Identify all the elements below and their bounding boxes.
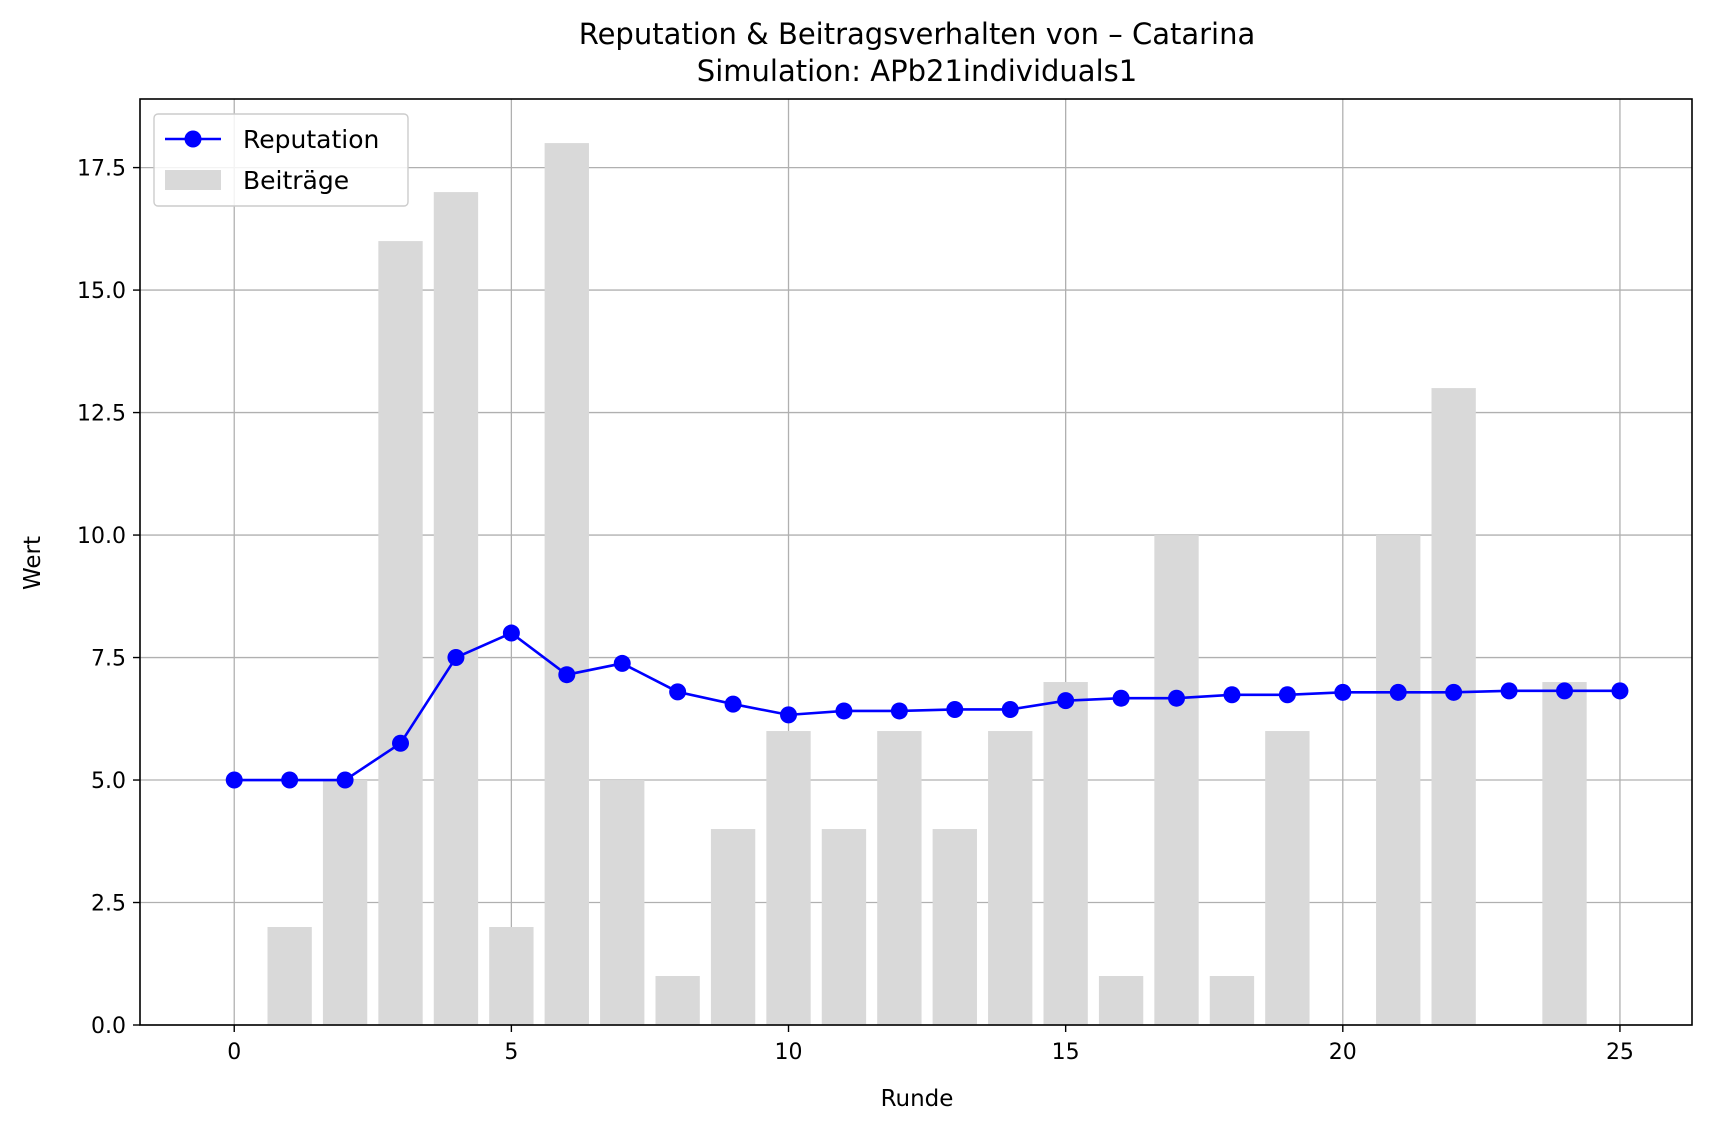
- reputation-point: [1500, 682, 1518, 700]
- y-tick-label: 15.0: [77, 279, 126, 304]
- y-tick-label: 0.0: [91, 1014, 126, 1039]
- y-tick-label: 2.5: [91, 892, 126, 917]
- axes: [139, 98, 1693, 1026]
- reputation-point: [558, 666, 576, 684]
- x-tick-label: 15: [1052, 1040, 1080, 1065]
- contribution-bars: [267, 143, 1587, 1026]
- y-tick-label: 17.5: [77, 157, 126, 182]
- reputation-point: [1611, 682, 1629, 700]
- y-tick-label: 7.5: [91, 647, 126, 672]
- reputation-point: [669, 683, 687, 701]
- reputation-point: [613, 654, 631, 672]
- reputation-point: [835, 702, 853, 720]
- bar-beitraege: [710, 829, 756, 1025]
- reputation-point: [890, 702, 908, 720]
- bar-beitraege: [1542, 682, 1587, 1025]
- reputation-point: [1389, 683, 1407, 701]
- reputation-point: [447, 649, 465, 667]
- reputation-point: [1223, 686, 1241, 704]
- reputation-point: [724, 695, 742, 713]
- bar-beitraege: [877, 731, 922, 1025]
- reputation-point: [1278, 686, 1296, 704]
- bar-beitraege: [267, 927, 312, 1025]
- bar-beitraege: [988, 731, 1033, 1025]
- x-tick-label: 0: [227, 1040, 241, 1065]
- x-tick-label: 10: [775, 1040, 803, 1065]
- legend-marker-swatch: [184, 130, 202, 148]
- y-axis-label: Wert: [20, 536, 46, 590]
- bar-beitraege: [1154, 535, 1199, 1025]
- bar-beitraege: [1098, 976, 1144, 1025]
- bar-beitraege: [1043, 682, 1088, 1025]
- bar-beitraege: [489, 927, 534, 1025]
- bar-beitraege: [932, 829, 977, 1025]
- bar-beitraege: [378, 241, 423, 1025]
- x-tick-label: 25: [1606, 1040, 1634, 1065]
- reputation-point: [502, 624, 520, 642]
- reputation-point: [1168, 689, 1186, 707]
- x-tick-label: 5: [504, 1040, 518, 1065]
- reputation-point: [780, 706, 798, 724]
- axis-ticks: 0 5 10 15 20 25 0.0 2.5 5.0 7.5 10.0 12.5 15.0 17.5: [77, 157, 1634, 1065]
- reputation-line-path: [234, 631, 1620, 782]
- reputation-point: [946, 700, 964, 718]
- bar-beitraege: [1209, 976, 1255, 1025]
- chart-title: Reputation & Beitragsverhalten von – Cat…: [579, 17, 1256, 51]
- bar-beitraege: [1431, 388, 1476, 1025]
- reputation-point: [1112, 689, 1130, 707]
- reputation-point: [392, 734, 410, 752]
- chart-subtitle: Simulation: APb21individuals1: [697, 54, 1137, 88]
- bar-beitraege: [600, 780, 645, 1025]
- y-tick-label: 10.0: [77, 524, 126, 549]
- reputation-point: [1334, 683, 1352, 701]
- x-axis-label: Runde: [881, 1086, 954, 1112]
- axes-frame: [139, 98, 1693, 1026]
- reputation-point: [225, 771, 243, 789]
- legend-label-beitraege: Beiträge: [243, 166, 349, 195]
- bar-beitraege: [544, 143, 589, 1026]
- bar-beitraege: [322, 780, 368, 1025]
- y-tick-label: 12.5: [77, 402, 126, 427]
- bar-beitraege: [821, 829, 867, 1025]
- y-tick-label: 5.0: [91, 769, 126, 794]
- bar-beitraege: [655, 976, 700, 1025]
- legend: Reputation Beiträge: [153, 113, 409, 207]
- reputation-line: [225, 624, 1629, 789]
- reputation-point: [1445, 683, 1463, 701]
- reputation-point: [336, 771, 354, 789]
- reputation-point: [1556, 682, 1574, 700]
- bar-beitraege: [1376, 535, 1421, 1025]
- legend-label-reputation: Reputation: [243, 125, 379, 154]
- legend-bar-swatch: [165, 170, 221, 190]
- reputation-point: [1001, 700, 1019, 718]
- bar-beitraege: [1265, 731, 1310, 1025]
- reputation-point: [1057, 692, 1075, 710]
- x-tick-label: 20: [1329, 1040, 1357, 1065]
- bar-beitraege: [766, 731, 811, 1025]
- bar-beitraege: [433, 192, 479, 1025]
- reputation-point: [281, 771, 299, 789]
